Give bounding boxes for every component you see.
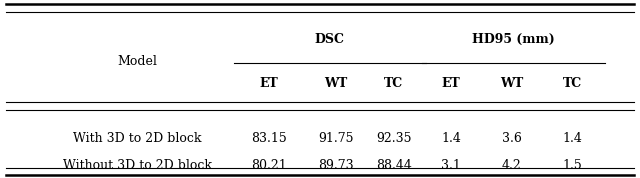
Text: TC: TC [384, 77, 403, 90]
Text: 88.44: 88.44 [376, 159, 412, 172]
Text: 89.73: 89.73 [318, 159, 354, 172]
Text: 80.21: 80.21 [251, 159, 287, 172]
Text: 1.4: 1.4 [563, 132, 583, 145]
Text: 92.35: 92.35 [376, 132, 412, 145]
Text: 1.5: 1.5 [563, 159, 582, 172]
Text: WT: WT [324, 77, 348, 90]
Text: Without 3D to 2D block: Without 3D to 2D block [63, 159, 212, 172]
Text: 3.6: 3.6 [502, 132, 522, 145]
Text: TC: TC [563, 77, 582, 90]
Text: 3.1: 3.1 [441, 159, 461, 172]
Text: DSC: DSC [315, 33, 344, 46]
Text: WT: WT [500, 77, 524, 90]
Text: Model: Model [118, 55, 157, 68]
Text: 1.4: 1.4 [441, 132, 461, 145]
Text: ET: ET [442, 77, 461, 90]
Text: ET: ET [259, 77, 278, 90]
Text: 4.2: 4.2 [502, 159, 522, 172]
Text: 91.75: 91.75 [318, 132, 354, 145]
Text: HD95 (mm): HD95 (mm) [472, 33, 555, 46]
Text: 83.15: 83.15 [251, 132, 287, 145]
Text: With 3D to 2D block: With 3D to 2D block [74, 132, 202, 145]
